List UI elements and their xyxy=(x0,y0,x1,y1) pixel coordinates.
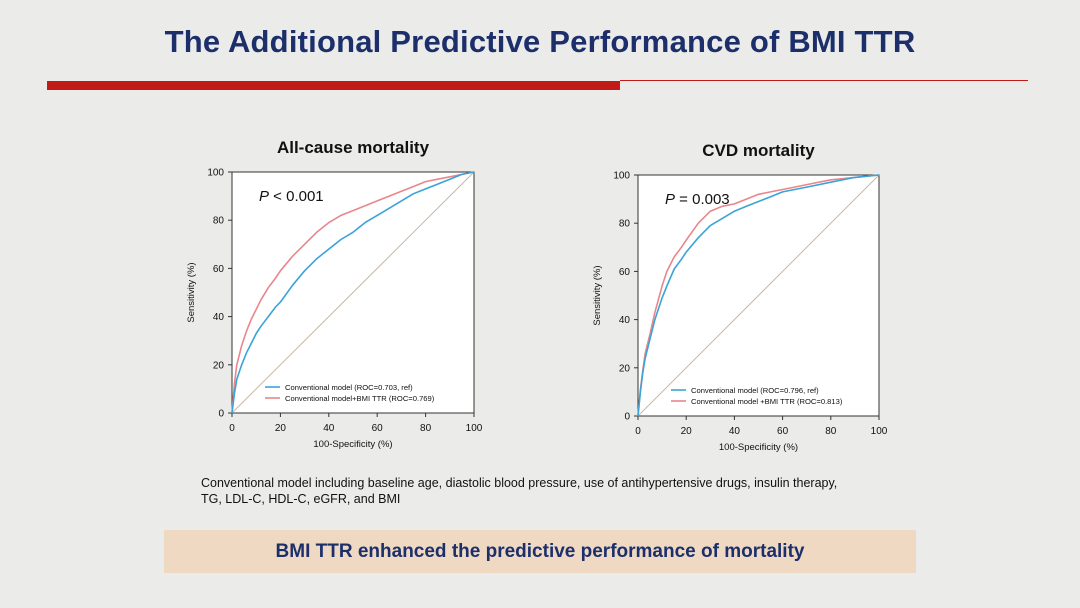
legend-label-1: Conventional model +BMI TTR (ROC=0.813) xyxy=(691,397,843,406)
y-tick-label: 100 xyxy=(207,168,224,179)
x-tick-label: 100 xyxy=(466,423,483,434)
p-value-text: < 0.001 xyxy=(269,188,324,205)
y-tick-label: 40 xyxy=(213,312,225,323)
footnote-line-2: TG, LDL-C, HDL-C, eGFR, and BMI xyxy=(201,492,401,506)
chart-cvd-mortality: CVD mortality 0 20 40 60 80 100 0 20 40 60 80 100 100… xyxy=(592,141,888,453)
y-tick-label: 0 xyxy=(218,409,224,420)
y-axis-label: Sensitivity (%) xyxy=(592,265,603,325)
x-tick-label: 80 xyxy=(825,426,837,437)
p-value-text: = 0.003 xyxy=(675,191,730,208)
title-rule-thin xyxy=(620,80,1028,81)
x-axis-label: 100-Specificity (%) xyxy=(313,439,392,450)
series-line-0 xyxy=(231,171,475,414)
footnote: Conventional model including baseline ag… xyxy=(201,475,901,507)
y-tick-label: 60 xyxy=(213,264,225,275)
reference-diagonal xyxy=(637,174,880,417)
chart-title: CVD mortality xyxy=(702,141,815,160)
legend-label-0: Conventional model (ROC=0.796, ref) xyxy=(691,386,819,395)
chart-title: All-cause mortality xyxy=(277,138,430,157)
conclusion-banner: BMI TTR enhanced the predictive performa… xyxy=(164,530,916,573)
y-tick-label: 80 xyxy=(619,219,631,230)
x-axis-label: 100-Specificity (%) xyxy=(719,442,798,453)
y-tick-label: 60 xyxy=(619,267,631,278)
x-tick-label: 60 xyxy=(777,426,789,437)
slide-title: The Additional Predictive Performance of… xyxy=(164,24,916,59)
reference-diagonal xyxy=(231,171,475,414)
p-value-annotation: P < 0.001 xyxy=(259,188,324,205)
title-rule-thick xyxy=(47,81,620,90)
p-value-symbol: P xyxy=(665,191,675,208)
legend-label-1: Conventional model+BMI TTR (ROC=0.769) xyxy=(285,394,435,403)
y-tick-label: 100 xyxy=(613,171,630,182)
series-line-1 xyxy=(231,171,475,414)
conclusion-text: BMI TTR enhanced the predictive performa… xyxy=(275,541,805,562)
y-tick-label: 0 xyxy=(624,412,630,423)
series-line-0 xyxy=(637,174,880,417)
x-tick-label: 0 xyxy=(635,426,641,437)
x-tick-label: 60 xyxy=(372,423,384,434)
y-tick-label: 80 xyxy=(213,216,225,227)
x-tick-label: 0 xyxy=(229,423,235,434)
footnote-line-1: Conventional model including baseline ag… xyxy=(201,476,838,490)
x-tick-label: 20 xyxy=(275,423,287,434)
y-tick-label: 20 xyxy=(619,363,631,374)
chart-all-cause-mortality: All-cause mortality 0 20 40 60 80 100 0 20 40 60 80… xyxy=(186,138,483,450)
x-tick-label: 40 xyxy=(729,426,741,437)
x-tick-label: 20 xyxy=(681,426,693,437)
p-value-annotation: P = 0.003 xyxy=(665,191,730,208)
y-axis-label: Sensitivity (%) xyxy=(186,262,197,322)
x-tick-label: 80 xyxy=(420,423,432,434)
x-tick-label: 100 xyxy=(871,426,888,437)
series-line-1 xyxy=(637,174,880,417)
y-tick-label: 20 xyxy=(213,360,225,371)
p-value-symbol: P xyxy=(259,188,269,205)
x-tick-label: 40 xyxy=(323,423,335,434)
legend-label-0: Conventional model (ROC=0.703, ref) xyxy=(285,383,413,392)
y-tick-label: 40 xyxy=(619,315,631,326)
